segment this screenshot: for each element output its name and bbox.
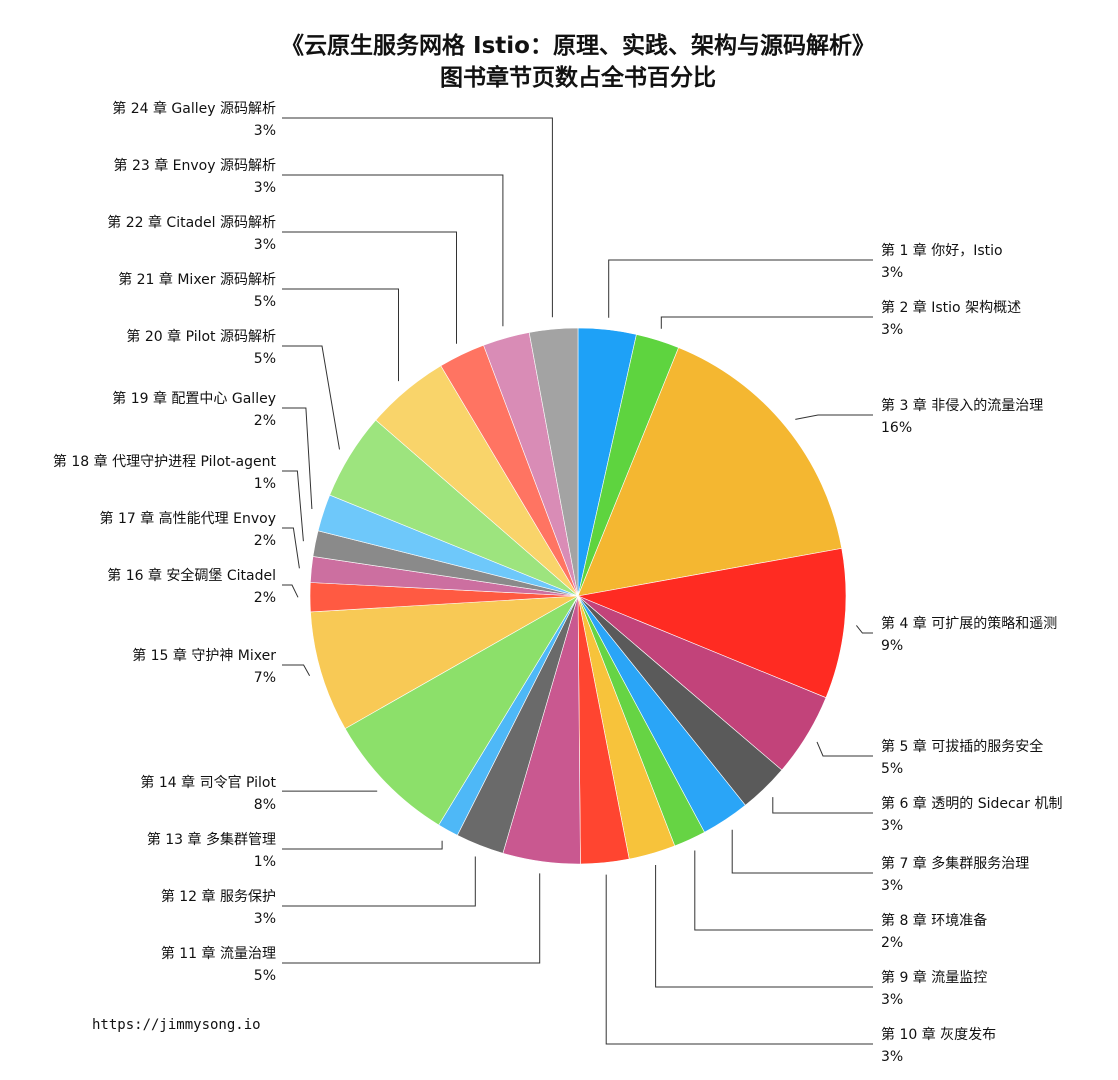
slice-labels: 第 1 章 你好，Istio 3% 第 2 章 Istio 架构概述 3% 第 3 章 … <box>53 100 1063 1065</box>
slice-label-name: 第 23 章 Envoy 源码解析 <box>114 157 276 174</box>
slice-label-percent: 2% <box>254 533 276 549</box>
slice-label-percent: 3% <box>881 818 903 834</box>
slice-label-name: 第 2 章 Istio 架构概述 <box>881 299 1021 316</box>
slice-label-name: 第 20 章 Pilot 源码解析 <box>126 328 276 345</box>
slice-label-percent: 5% <box>881 761 903 777</box>
leader-line <box>282 873 541 964</box>
leader-line <box>795 414 873 420</box>
slice-label-name: 第 9 章 流量监控 <box>881 969 987 986</box>
slice-label-percent: 3% <box>881 322 903 338</box>
slice-label-name: 第 10 章 灰度发布 <box>881 1026 996 1043</box>
slice-label-name: 第 22 章 Citadel 源码解析 <box>107 214 276 231</box>
leader-line <box>282 664 311 676</box>
slice-label-percent: 3% <box>254 123 276 139</box>
leader-line <box>282 840 443 850</box>
slice-label-name: 第 11 章 流量治理 <box>161 945 276 962</box>
leader-line <box>282 584 299 598</box>
pie-slices <box>309 327 847 865</box>
leader-line <box>282 470 304 542</box>
slice-label-percent: 8% <box>254 797 276 813</box>
slice-label-name: 第 18 章 代理守护进程 Pilot-agent <box>53 453 277 470</box>
leader-line <box>772 797 873 814</box>
pie-slice <box>310 595 579 729</box>
slice-label-name: 第 5 章 可拔插的服务安全 <box>881 738 1043 755</box>
slice-label-percent: 3% <box>881 992 903 1008</box>
slice-label-name: 第 1 章 你好，Istio <box>881 242 1003 259</box>
leader-line <box>282 231 457 344</box>
slice-label-name: 第 13 章 多集群管理 <box>147 831 276 848</box>
leader-line <box>856 625 873 634</box>
slice-label-percent: 5% <box>254 968 276 984</box>
slice-label-percent: 3% <box>881 265 903 281</box>
slice-label-percent: 7% <box>254 670 276 686</box>
slice-label-percent: 1% <box>254 854 276 870</box>
slice-label-name: 第 17 章 高性能代理 Envoy <box>100 510 276 527</box>
chart-title-line1: 《云原生服务网格 Istio：原理、实践、架构与源码解析》 <box>281 32 875 59</box>
slice-label-percent: 3% <box>254 180 276 196</box>
leader-line <box>608 259 873 318</box>
slice-label-name: 第 6 章 透明的 Sidecar 机制 <box>881 795 1062 812</box>
leader-line <box>660 316 873 329</box>
source-credit: https://jimmysong.io <box>92 1017 261 1033</box>
leader-line <box>731 829 873 874</box>
slice-label-percent: 2% <box>881 935 903 951</box>
slice-label-percent: 9% <box>881 638 903 654</box>
leader-line <box>282 117 553 318</box>
slice-label-percent: 16% <box>881 420 912 436</box>
leader-line <box>282 345 340 450</box>
slice-label-percent: 3% <box>881 1049 903 1065</box>
slice-label-percent: 1% <box>254 476 276 492</box>
leader-line <box>282 288 399 382</box>
slice-label-name: 第 3 章 非侵入的流量治理 <box>881 397 1043 414</box>
leader-line <box>655 865 873 988</box>
slice-label-percent: 3% <box>881 878 903 894</box>
slice-label-name: 第 14 章 司令官 Pilot <box>140 774 276 791</box>
leader-line <box>282 407 313 510</box>
slice-label-name: 第 24 章 Galley 源码解析 <box>112 100 276 117</box>
leader-line <box>282 527 300 569</box>
slice-label-name: 第 16 章 安全碉堡 Citadel <box>107 567 276 584</box>
slice-label-percent: 5% <box>254 294 276 310</box>
chart-title-line2: 图书章节页数占全书百分比 <box>440 64 716 91</box>
slice-label-name: 第 7 章 多集群服务治理 <box>881 855 1029 872</box>
slice-label-name: 第 4 章 可扩展的策略和遥测 <box>881 615 1057 632</box>
slice-label-percent: 3% <box>254 911 276 927</box>
pie-slice <box>528 327 579 597</box>
slice-label-name: 第 21 章 Mixer 源码解析 <box>118 271 276 288</box>
slice-label-name: 第 15 章 守护神 Mixer <box>132 647 276 664</box>
slice-label-name: 第 12 章 服务保护 <box>161 888 276 905</box>
leader-line <box>605 874 873 1045</box>
leader-line <box>282 856 476 907</box>
pie-slice <box>344 595 579 826</box>
leader-lines <box>282 117 873 1045</box>
slice-label-percent: 2% <box>254 413 276 429</box>
slice-label-percent: 3% <box>254 237 276 253</box>
pie-slice <box>576 548 847 699</box>
leader-line <box>694 850 873 931</box>
pie-slice <box>577 347 843 597</box>
slice-label-percent: 2% <box>254 590 276 606</box>
leader-line <box>282 174 504 327</box>
slice-label-percent: 5% <box>254 351 276 367</box>
slice-label-name: 第 19 章 配置中心 Galley <box>112 390 276 407</box>
slice-label-name: 第 8 章 环境准备 <box>881 912 987 929</box>
leader-line <box>816 741 873 757</box>
